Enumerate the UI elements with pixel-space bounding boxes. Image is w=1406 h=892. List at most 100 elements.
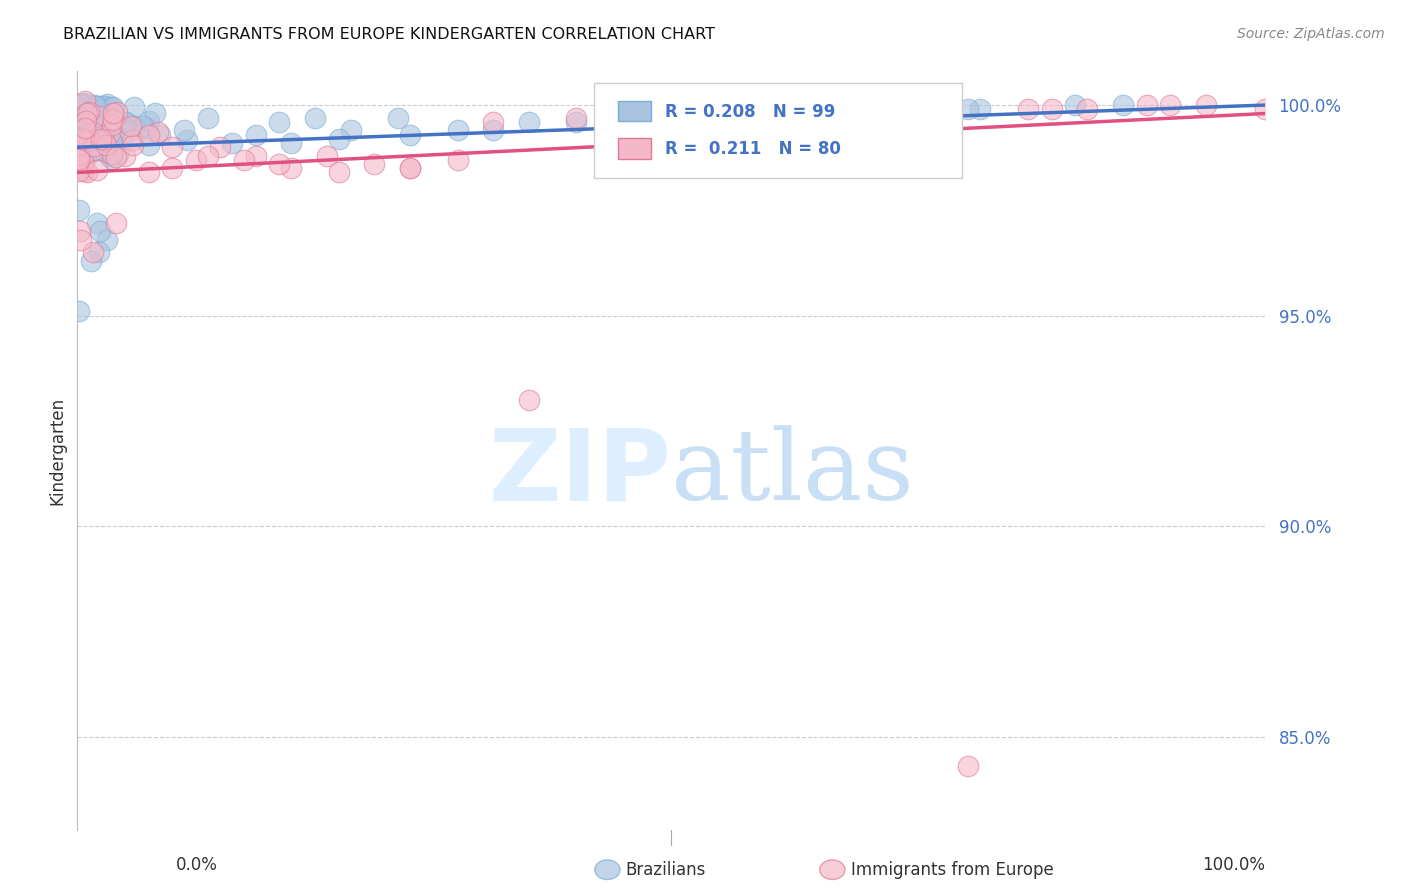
Point xyxy=(83,139,105,153)
Text: atlas: atlas xyxy=(672,425,914,521)
Point xyxy=(1040,102,1063,116)
Point xyxy=(103,111,125,125)
Point xyxy=(96,233,118,247)
Point xyxy=(221,136,243,150)
Point xyxy=(84,123,107,137)
Point xyxy=(75,113,97,128)
Point xyxy=(1159,98,1181,112)
Point xyxy=(100,146,122,161)
Text: 100.0%: 100.0% xyxy=(1202,856,1265,874)
Point xyxy=(814,102,837,116)
Point xyxy=(101,106,124,120)
Point xyxy=(80,253,103,268)
Point xyxy=(328,132,350,146)
Point xyxy=(96,97,118,112)
Point xyxy=(94,119,117,133)
Point xyxy=(103,111,125,125)
Point xyxy=(103,113,125,128)
Point xyxy=(661,106,683,120)
Point xyxy=(197,111,219,125)
Point xyxy=(75,135,97,149)
Point xyxy=(138,128,160,142)
Point xyxy=(94,99,117,113)
Point xyxy=(779,106,801,120)
Point xyxy=(90,104,112,119)
Point xyxy=(280,161,302,176)
Point xyxy=(100,152,122,166)
Point xyxy=(482,115,505,129)
Point xyxy=(67,304,90,318)
Point xyxy=(86,116,108,130)
Point xyxy=(67,203,90,218)
Point xyxy=(803,106,825,120)
Point xyxy=(131,119,153,133)
Point xyxy=(114,149,136,163)
Point xyxy=(67,152,90,166)
Point xyxy=(82,137,104,152)
Point xyxy=(100,118,122,132)
Point xyxy=(1064,98,1087,112)
Point xyxy=(70,150,93,164)
Point xyxy=(77,132,100,146)
Point xyxy=(114,114,136,128)
Point xyxy=(921,102,943,116)
Text: Immigrants from Europe: Immigrants from Europe xyxy=(851,861,1053,879)
Point xyxy=(82,245,104,260)
Point xyxy=(87,109,110,123)
Point xyxy=(969,102,991,116)
Point xyxy=(98,126,121,140)
Text: R = 0.208   N = 99: R = 0.208 N = 99 xyxy=(665,103,835,120)
Point xyxy=(399,128,422,142)
Point xyxy=(73,96,96,111)
Point xyxy=(82,122,104,136)
Point xyxy=(110,132,132,146)
Point xyxy=(838,106,860,120)
Point xyxy=(683,102,706,116)
Point xyxy=(875,102,897,116)
Point xyxy=(72,154,94,169)
Point xyxy=(91,128,114,143)
Point xyxy=(162,161,184,176)
Point xyxy=(173,123,195,137)
Point xyxy=(83,143,105,157)
Point xyxy=(446,153,468,167)
Point xyxy=(93,112,115,127)
Point xyxy=(105,105,128,120)
Point xyxy=(122,120,145,134)
Point xyxy=(93,133,115,147)
Point xyxy=(121,133,143,147)
Point xyxy=(79,122,101,136)
Point xyxy=(315,148,337,162)
Point xyxy=(779,98,801,112)
Point xyxy=(75,94,97,108)
Point xyxy=(269,157,291,171)
Point xyxy=(122,100,145,114)
Point xyxy=(149,128,172,142)
Point xyxy=(101,100,124,114)
Point xyxy=(75,96,97,111)
Point xyxy=(387,111,409,125)
Point xyxy=(70,132,93,146)
Point xyxy=(482,123,505,137)
Point xyxy=(80,145,103,159)
Point xyxy=(565,115,588,129)
Point xyxy=(517,115,540,129)
Point xyxy=(84,112,107,126)
Point xyxy=(120,119,142,133)
Point xyxy=(97,148,120,162)
Point xyxy=(138,138,160,153)
Point xyxy=(661,106,683,120)
Point xyxy=(73,131,96,145)
Point xyxy=(208,140,231,154)
Point xyxy=(186,153,208,167)
Point xyxy=(86,112,108,127)
Point xyxy=(1136,98,1159,112)
Point xyxy=(197,148,219,162)
Point xyxy=(245,148,267,162)
Point xyxy=(89,245,111,260)
Point xyxy=(162,140,184,154)
Point xyxy=(399,161,422,176)
Point xyxy=(86,216,108,230)
Point xyxy=(101,136,124,150)
Point xyxy=(73,164,96,178)
